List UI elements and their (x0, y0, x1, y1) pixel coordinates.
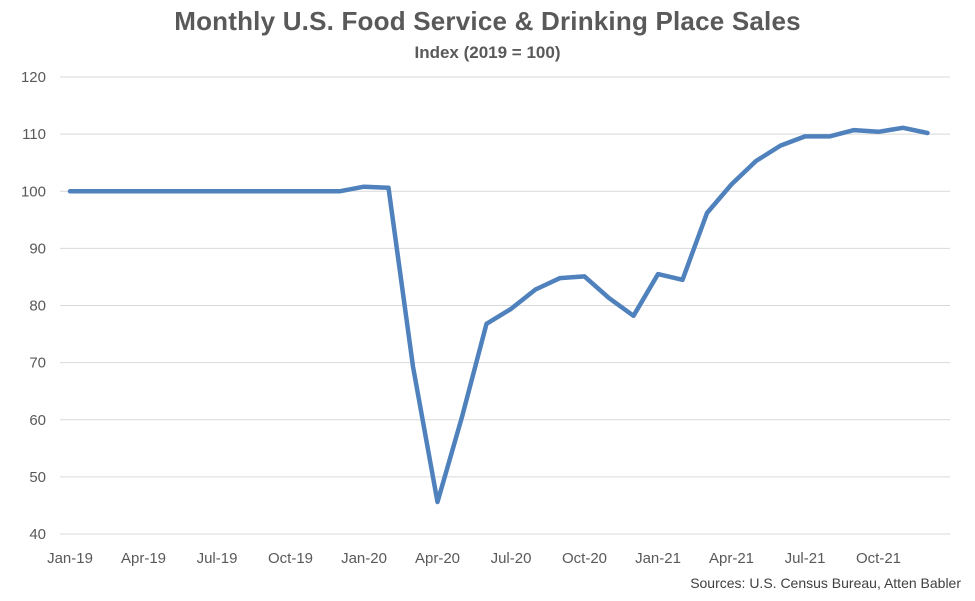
y-tick-label: 40 (29, 526, 46, 543)
y-tick-label: 60 (29, 412, 46, 429)
y-tick-label: 120 (21, 69, 46, 86)
data-point (411, 365, 415, 369)
data-point (264, 189, 268, 193)
data-point (754, 159, 758, 163)
y-tick-label: 80 (29, 298, 46, 315)
data-point (583, 274, 587, 278)
x-tick-label: Apr-21 (709, 550, 754, 567)
x-tick-label: Oct-19 (268, 550, 313, 567)
data-point (877, 130, 881, 134)
x-tick-label: Jul-19 (197, 550, 238, 567)
data-point (338, 189, 342, 193)
data-point (215, 189, 219, 193)
data-point (240, 189, 244, 193)
data-point (387, 186, 391, 190)
y-tick-label: 110 (22, 126, 46, 143)
data-point (460, 415, 464, 419)
y-tick-label: 100 (21, 183, 46, 200)
x-tick-label: Apr-20 (415, 550, 460, 567)
x-tick-label: Jan-20 (341, 550, 387, 567)
data-point (117, 189, 121, 193)
data-point (926, 131, 930, 135)
x-tick-label: Jul-21 (785, 550, 826, 567)
x-tick-label: Oct-20 (562, 550, 607, 567)
data-point (901, 126, 905, 130)
x-tick-label: Jan-19 (47, 550, 93, 567)
x-tick-label: Oct-21 (856, 550, 901, 567)
data-point (803, 134, 807, 138)
data-point (681, 278, 685, 282)
gridlines (60, 76, 950, 535)
x-tick-label: Jan-21 (635, 550, 681, 567)
data-point (509, 307, 513, 311)
y-axis-ticks: 40 50 60 70 80 90 100 110 120 (21, 69, 46, 543)
source-note: Sources: U.S. Census Bureau, Atten Bable… (690, 575, 961, 591)
data-point (558, 276, 562, 280)
y-tick-label: 70 (29, 355, 46, 372)
data-point (705, 211, 709, 215)
data-point (191, 189, 195, 193)
x-tick-label: Apr-19 (121, 550, 166, 567)
data-point (289, 189, 293, 193)
data-point (852, 128, 856, 132)
data-point (142, 189, 146, 193)
y-tick-label: 90 (29, 240, 46, 257)
data-point (166, 189, 170, 193)
data-point (485, 322, 489, 326)
series-line-0 (67, 125, 930, 505)
data-point (68, 189, 72, 193)
x-tick-label: Jul-20 (491, 550, 532, 567)
data-point (828, 134, 832, 138)
data-point (362, 185, 366, 189)
data-point (779, 144, 783, 148)
data-point (632, 314, 636, 318)
data-point (534, 288, 538, 292)
series-layer (67, 125, 930, 505)
chart-title: Monthly U.S. Food Service & Drinking Pla… (174, 6, 801, 36)
y-tick-label: 50 (29, 469, 46, 486)
data-point (656, 272, 660, 276)
data-point (730, 182, 734, 186)
data-point (436, 500, 440, 504)
data-point (607, 296, 611, 300)
chart-subtitle: Index (2019 = 100) (414, 43, 561, 62)
x-axis-ticks: Jan-19 Apr-19 Jul-19 Oct-19 Jan-20 Apr-20 Jul-… (47, 550, 901, 567)
data-point (93, 189, 97, 193)
data-point (313, 189, 317, 193)
